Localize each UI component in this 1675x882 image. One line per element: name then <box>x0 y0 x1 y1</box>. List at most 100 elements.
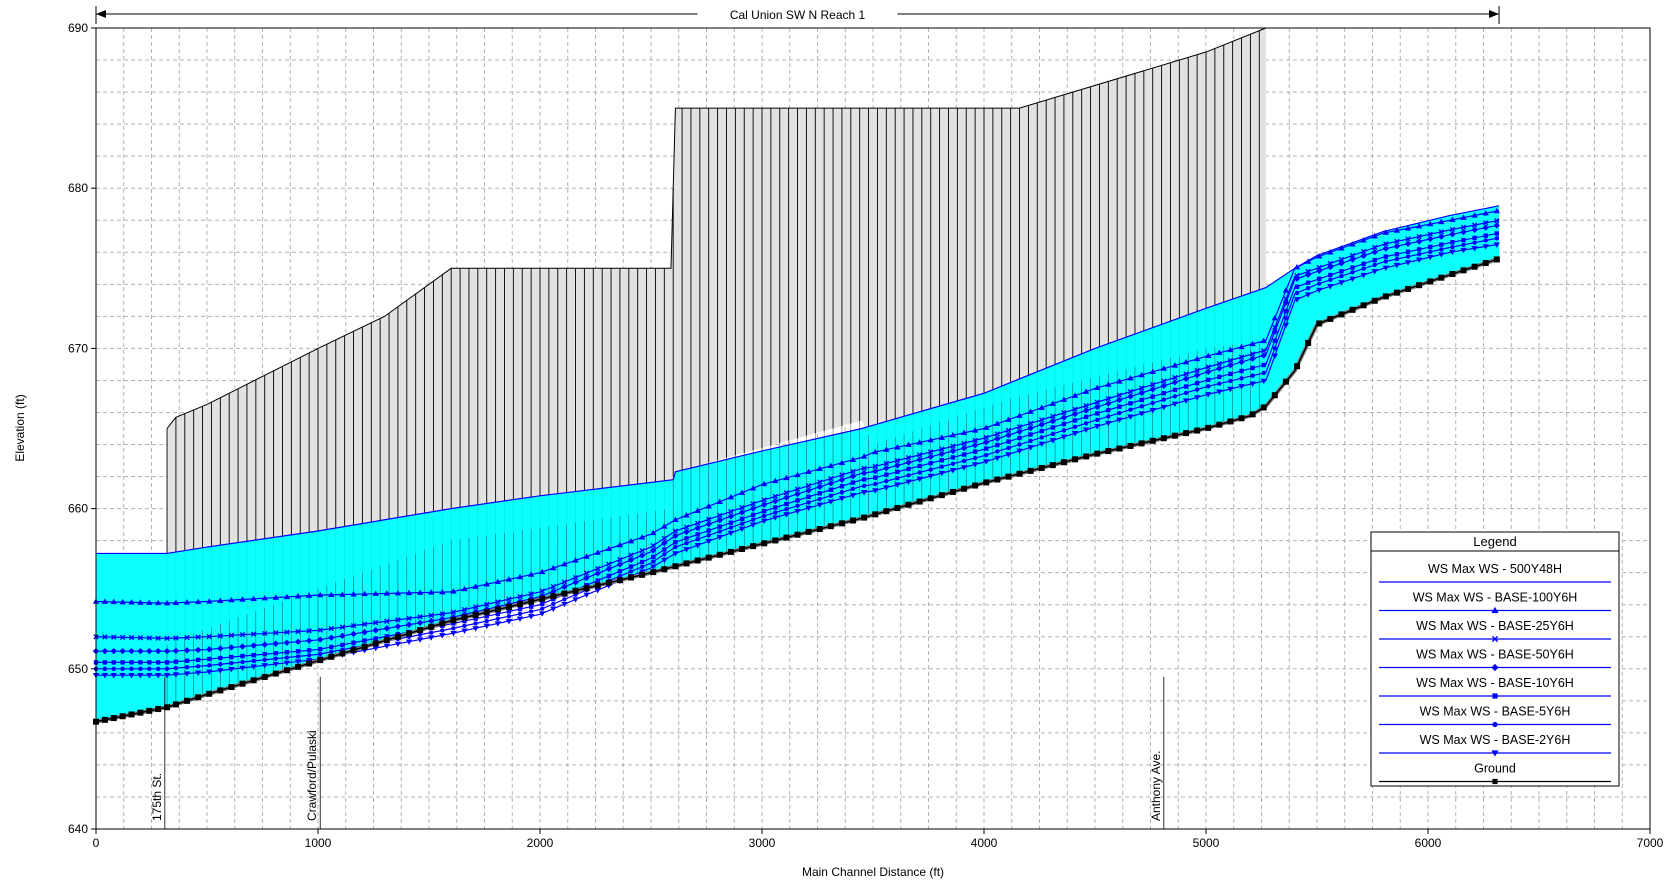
series-point <box>146 635 152 641</box>
series-point <box>1260 352 1267 359</box>
series-point <box>761 518 768 524</box>
series-point <box>1228 371 1233 377</box>
series-line <box>95 219 1500 639</box>
annotation-label: Crawford/Pulaski <box>305 730 319 821</box>
series-point <box>527 571 535 577</box>
series-point <box>773 505 778 510</box>
series-point <box>1471 222 1478 228</box>
series-point <box>883 485 890 491</box>
ground-point <box>628 574 635 581</box>
series-point <box>905 455 912 461</box>
series-point <box>1271 353 1279 359</box>
series-point <box>1316 253 1323 259</box>
series-point <box>484 614 489 619</box>
series-point <box>261 594 268 601</box>
series-point <box>1139 397 1144 403</box>
series-point <box>111 666 116 671</box>
series-point <box>906 473 911 478</box>
x-tick-label: 0 <box>93 836 100 850</box>
series-point <box>1260 378 1267 385</box>
series-point <box>228 644 235 651</box>
series-point <box>794 471 801 478</box>
series-point <box>1172 387 1178 393</box>
series-point <box>284 629 290 635</box>
series-point <box>695 532 700 537</box>
series-point <box>1438 252 1445 258</box>
series-point <box>638 552 646 559</box>
legend: Legend WS Max WS - 500Y48H WS Max WS - BA… <box>1370 531 1620 787</box>
legend-marker <box>1491 635 1499 643</box>
series-point <box>960 444 968 452</box>
series-point <box>561 601 568 608</box>
ground-point <box>1105 448 1112 455</box>
ground-point <box>361 643 368 650</box>
series-point <box>1149 386 1156 393</box>
ground-point <box>1305 339 1312 346</box>
series-point <box>1049 438 1057 444</box>
series-point <box>428 589 435 595</box>
ground-point <box>1183 430 1190 437</box>
series-point <box>373 620 379 626</box>
series-point <box>672 532 679 540</box>
ground-point <box>128 711 135 718</box>
ground-profile <box>93 256 1500 725</box>
series-point <box>817 479 823 485</box>
series-line <box>95 210 1500 604</box>
series-point <box>762 508 767 514</box>
legend-label: WS Max WS - BASE-5Y6H <box>1420 705 1571 719</box>
series-point <box>240 659 245 665</box>
series-point <box>572 597 579 603</box>
series-point <box>705 538 712 545</box>
series-point <box>339 624 346 630</box>
series-point <box>340 642 345 648</box>
series-point <box>207 663 212 668</box>
x-tick-label: 5000 <box>1193 836 1220 850</box>
series-point <box>1182 398 1190 404</box>
series-point <box>1216 365 1223 372</box>
series-point <box>1383 241 1389 247</box>
series-point <box>795 498 800 503</box>
series-point <box>605 545 613 552</box>
series-point <box>1382 265 1390 271</box>
series-point <box>850 468 856 475</box>
ground-point <box>694 557 701 564</box>
series-point <box>239 643 246 650</box>
series-point <box>1405 236 1411 242</box>
ground-point <box>172 701 179 708</box>
series-point <box>129 666 134 671</box>
series-point <box>1272 338 1278 343</box>
series-point <box>350 591 357 597</box>
series-point <box>405 589 413 596</box>
series-point <box>684 540 689 546</box>
x-tick-label: 3000 <box>749 836 776 850</box>
series-point <box>1127 388 1134 395</box>
series-point <box>984 446 989 451</box>
series-point <box>1293 275 1301 282</box>
legend-marker <box>1492 721 1498 728</box>
ground-point <box>295 663 302 670</box>
series-point <box>1317 276 1322 281</box>
series-point <box>572 574 579 581</box>
series-point <box>749 505 757 512</box>
series-point <box>461 606 468 613</box>
series-point <box>1415 223 1423 229</box>
series-point <box>146 599 153 605</box>
series-point <box>1150 381 1156 388</box>
series-point <box>772 477 779 484</box>
series-point <box>1238 384 1245 390</box>
series-point <box>727 530 735 537</box>
series-point <box>938 470 946 477</box>
series-point <box>1060 396 1068 402</box>
series-point <box>163 599 171 606</box>
ground-point <box>605 579 612 586</box>
ground-point <box>394 633 401 640</box>
legend-marker <box>1491 663 1499 672</box>
series-point <box>317 591 324 598</box>
series-point <box>527 614 535 620</box>
x-tick-label: 1000 <box>305 836 332 850</box>
series-point <box>540 601 545 606</box>
y-tick-label: 670 <box>68 341 88 355</box>
series-point <box>861 465 867 471</box>
ground-point <box>872 511 879 518</box>
series-point <box>849 456 857 462</box>
